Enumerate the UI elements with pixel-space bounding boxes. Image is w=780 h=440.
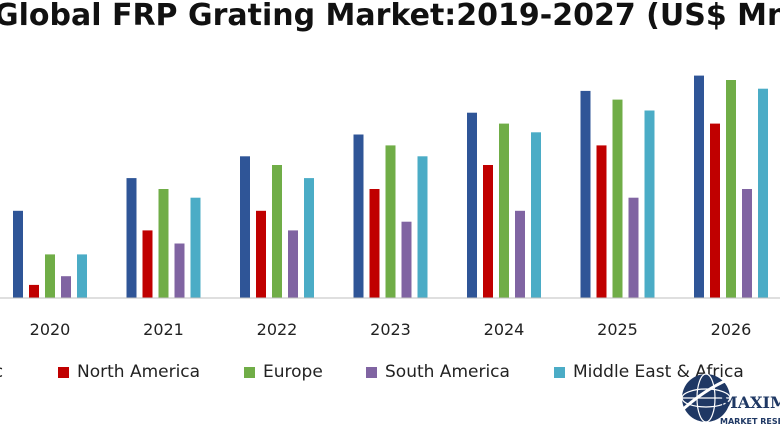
bar-north-america-2022 [256,210,266,298]
bar-middle-east-africa-2022 [304,178,314,298]
bar-middle-east-africa-2025 [644,110,655,298]
bar-europe-2026 [726,80,736,298]
legend-label: fic [0,360,3,384]
bar-north-america-2021 [142,230,153,298]
bar-north-america-2025 [596,145,607,298]
bar-middle-east-africa-2026 [758,88,768,298]
chart-title-text: Global FRP Grating Market:2019-2027 (US$… [0,0,780,33]
bar-south-america-2022 [288,230,298,298]
bar-asia-pacific-2021 [126,178,137,298]
maximize-logo: MAXIMIZE MARKET RESEARCH [676,368,780,440]
bar-middle-east-africa-2020 [77,254,87,298]
x-tick-label-2024: 2024 [484,320,525,339]
legend-label: South America [385,362,510,382]
x-tick-label-2021: 2021 [143,320,184,339]
legend: fic North America Europe South America M… [0,360,780,384]
bar-south-america-2026 [742,189,752,298]
x-tick-labels: 2020 2021 2022 2023 2024 2025 2026 [30,320,752,339]
logo-text: MAXIMIZE [720,393,780,412]
bar-north-america-2024 [483,165,493,298]
logo-subtext: MARKET RESEARCH [720,417,780,426]
bar-south-america-2025 [628,197,639,298]
x-tick-label-2023: 2023 [370,320,411,339]
bar-europe-2024 [499,123,509,298]
x-tick-label-2022: 2022 [257,320,298,339]
bar-europe-2022 [272,165,282,298]
bar-asia-pacific-2020 [13,210,23,298]
chart-title: Global FRP Grating Market:2019-2027 (US$… [0,0,780,40]
bar-middle-east-africa-2023 [417,156,428,298]
legend-swatch [554,366,565,378]
bar-europe-2023 [385,145,396,298]
legend-item-south-america: South America [366,360,510,384]
bar-middle-east-africa-2021 [190,197,201,298]
bar-asia-pacific-2025 [580,90,591,299]
x-tick-label-2025: 2025 [597,320,638,339]
globe-icon: MAXIMIZE MARKET RESEARCH [678,373,780,426]
bar-middle-east-africa-2024 [531,132,541,298]
bar-south-america-2021 [174,243,185,298]
bar-south-america-2020 [61,276,71,298]
bar-europe-2020 [45,254,55,298]
bar-europe-2021 [158,189,169,298]
x-tick-label-2020: 2020 [30,320,71,339]
legend-item-europe: Europe [244,360,323,384]
bar-south-america-2023 [401,221,412,298]
bar-europe-2025 [612,99,623,298]
bar-asia-pacific-2026 [694,75,704,298]
legend-item-north-america: North America [58,360,200,384]
bar-asia-pacific-2022 [240,156,250,298]
legend-swatch [366,366,377,378]
x-tick-label-2026: 2026 [711,320,752,339]
bar-north-america-2023 [369,189,380,298]
bar-north-america-2026 [710,123,720,298]
legend-swatch [244,366,255,378]
legend-label: Europe [263,362,323,382]
bar-north-america-2020 [29,284,39,298]
bar-asia-pacific-2023 [353,134,364,298]
bar-south-america-2024 [515,210,525,298]
legend-label: North America [77,362,201,382]
legend-item-asia-pacific: fic [0,360,3,384]
bar-asia-pacific-2024 [467,112,477,298]
legend-swatch [58,366,69,378]
bars-group [13,75,768,299]
